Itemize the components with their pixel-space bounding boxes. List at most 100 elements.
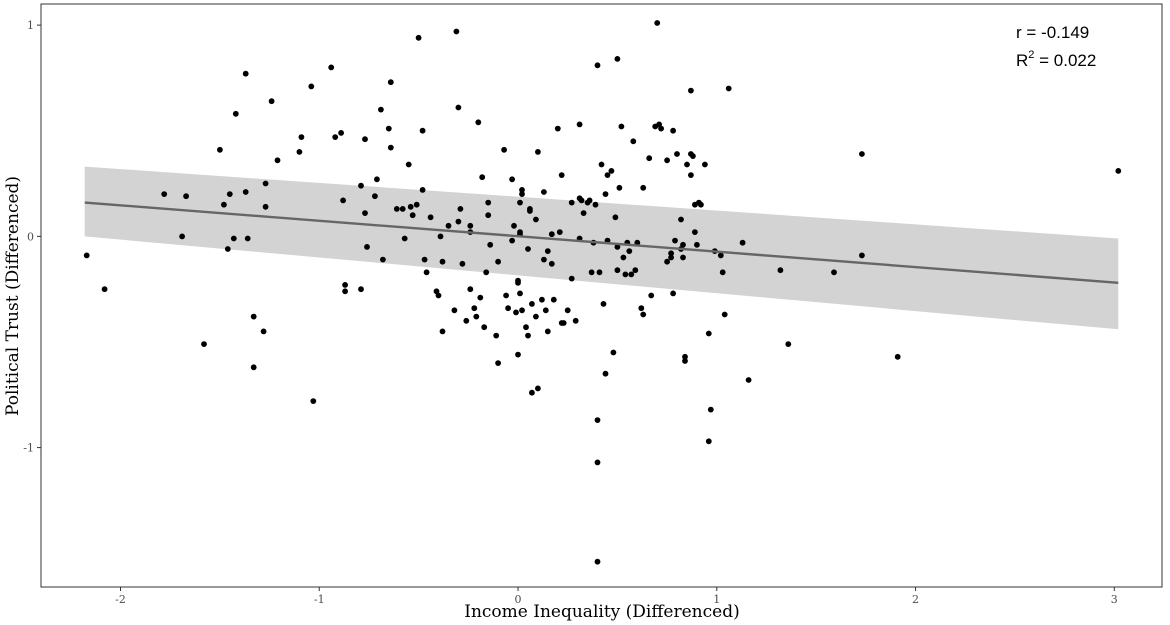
data-point: [513, 309, 519, 316]
data-point: [519, 191, 525, 198]
data-point: [632, 267, 639, 274]
data-point: [409, 212, 416, 219]
x-axis-title: Income Inequality (Differenced): [464, 602, 739, 622]
data-point: [622, 271, 629, 278]
data-point: [594, 558, 601, 565]
data-point: [831, 269, 837, 276]
data-point: [262, 203, 269, 210]
data-point: [598, 161, 605, 168]
y-axis: -1 0 1: [23, 19, 41, 455]
data-point: [694, 241, 700, 248]
data-point: [785, 341, 792, 347]
data-point: [568, 199, 575, 206]
data-point: [242, 189, 249, 195]
data-point: [268, 98, 275, 105]
data-point: [511, 222, 517, 229]
x-tick-label: 2: [912, 593, 919, 606]
data-point: [608, 168, 615, 174]
data-point: [221, 201, 227, 208]
data-point: [419, 127, 426, 134]
data-point: [745, 377, 752, 383]
data-point: [517, 199, 523, 206]
data-point: [517, 290, 523, 297]
data-point: [634, 239, 641, 246]
data-point: [548, 260, 555, 267]
x-tick-label: 0: [515, 593, 522, 606]
data-point: [358, 286, 364, 293]
data-point: [451, 307, 458, 314]
data-point: [515, 351, 521, 358]
data-point: [554, 125, 561, 132]
data-point: [393, 206, 400, 212]
data-point: [495, 360, 501, 366]
data-point: [475, 119, 482, 126]
data-point: [594, 62, 601, 69]
data-point: [646, 155, 653, 162]
data-point: [539, 296, 545, 303]
data-point: [525, 246, 531, 252]
data-point: [576, 121, 583, 128]
data-point: [604, 172, 611, 179]
data-point: [401, 235, 408, 242]
data-point: [481, 324, 488, 331]
data-point: [328, 64, 335, 71]
data-point: [519, 187, 525, 193]
data-point: [535, 385, 541, 392]
data-point: [739, 239, 746, 246]
data-point: [501, 146, 507, 153]
data-point: [485, 199, 492, 206]
data-point: [648, 292, 655, 299]
r-squared-value: = 0.022: [1034, 51, 1096, 70]
data-point: [556, 229, 563, 236]
data-point: [614, 267, 621, 274]
data-point: [592, 201, 599, 208]
data-point: [399, 206, 406, 212]
data-point: [680, 254, 686, 261]
data-point: [467, 286, 474, 293]
data-point: [503, 292, 509, 299]
y-axis-title: Political Trust (Differenced): [3, 176, 23, 416]
data-point: [544, 328, 551, 335]
data-point: [529, 389, 535, 396]
data-point: [668, 250, 674, 257]
regression-line-layer: [84, 201, 1119, 285]
data-point: [380, 256, 386, 263]
data-point: [101, 286, 108, 293]
data-point: [529, 301, 535, 307]
data-point: [455, 104, 462, 111]
data-point: [717, 252, 724, 259]
data-point: [550, 296, 557, 303]
data-point: [250, 313, 257, 320]
data-point: [698, 201, 704, 208]
data-point: [427, 214, 434, 221]
data-point: [226, 191, 233, 198]
x-axis: -2 -1 0 1 2 3: [115, 587, 1118, 606]
data-point: [670, 127, 676, 134]
data-point: [310, 398, 317, 404]
data-point: [658, 125, 664, 132]
data-point: [338, 130, 344, 136]
data-point: [364, 244, 370, 250]
data-point: [340, 197, 346, 204]
y-tick-label: -1: [23, 442, 34, 455]
data-point: [232, 110, 239, 117]
data-point: [721, 311, 728, 318]
data-point: [453, 28, 460, 35]
data-point: [423, 269, 430, 276]
data-point: [378, 106, 384, 113]
data-point: [515, 279, 521, 286]
data-point: [568, 275, 575, 282]
data-point: [485, 212, 492, 219]
r-squared-annotation: R2 = 0.022: [1016, 49, 1096, 70]
data-point: [407, 203, 414, 210]
data-point: [473, 313, 480, 320]
data-point: [692, 229, 698, 236]
data-point: [161, 191, 168, 198]
data-point: [640, 311, 647, 318]
data-point: [260, 328, 267, 335]
data-point: [614, 56, 621, 62]
data-point: [596, 269, 603, 276]
data-point: [638, 305, 645, 312]
data-point: [541, 256, 547, 263]
data-point: [620, 254, 627, 261]
